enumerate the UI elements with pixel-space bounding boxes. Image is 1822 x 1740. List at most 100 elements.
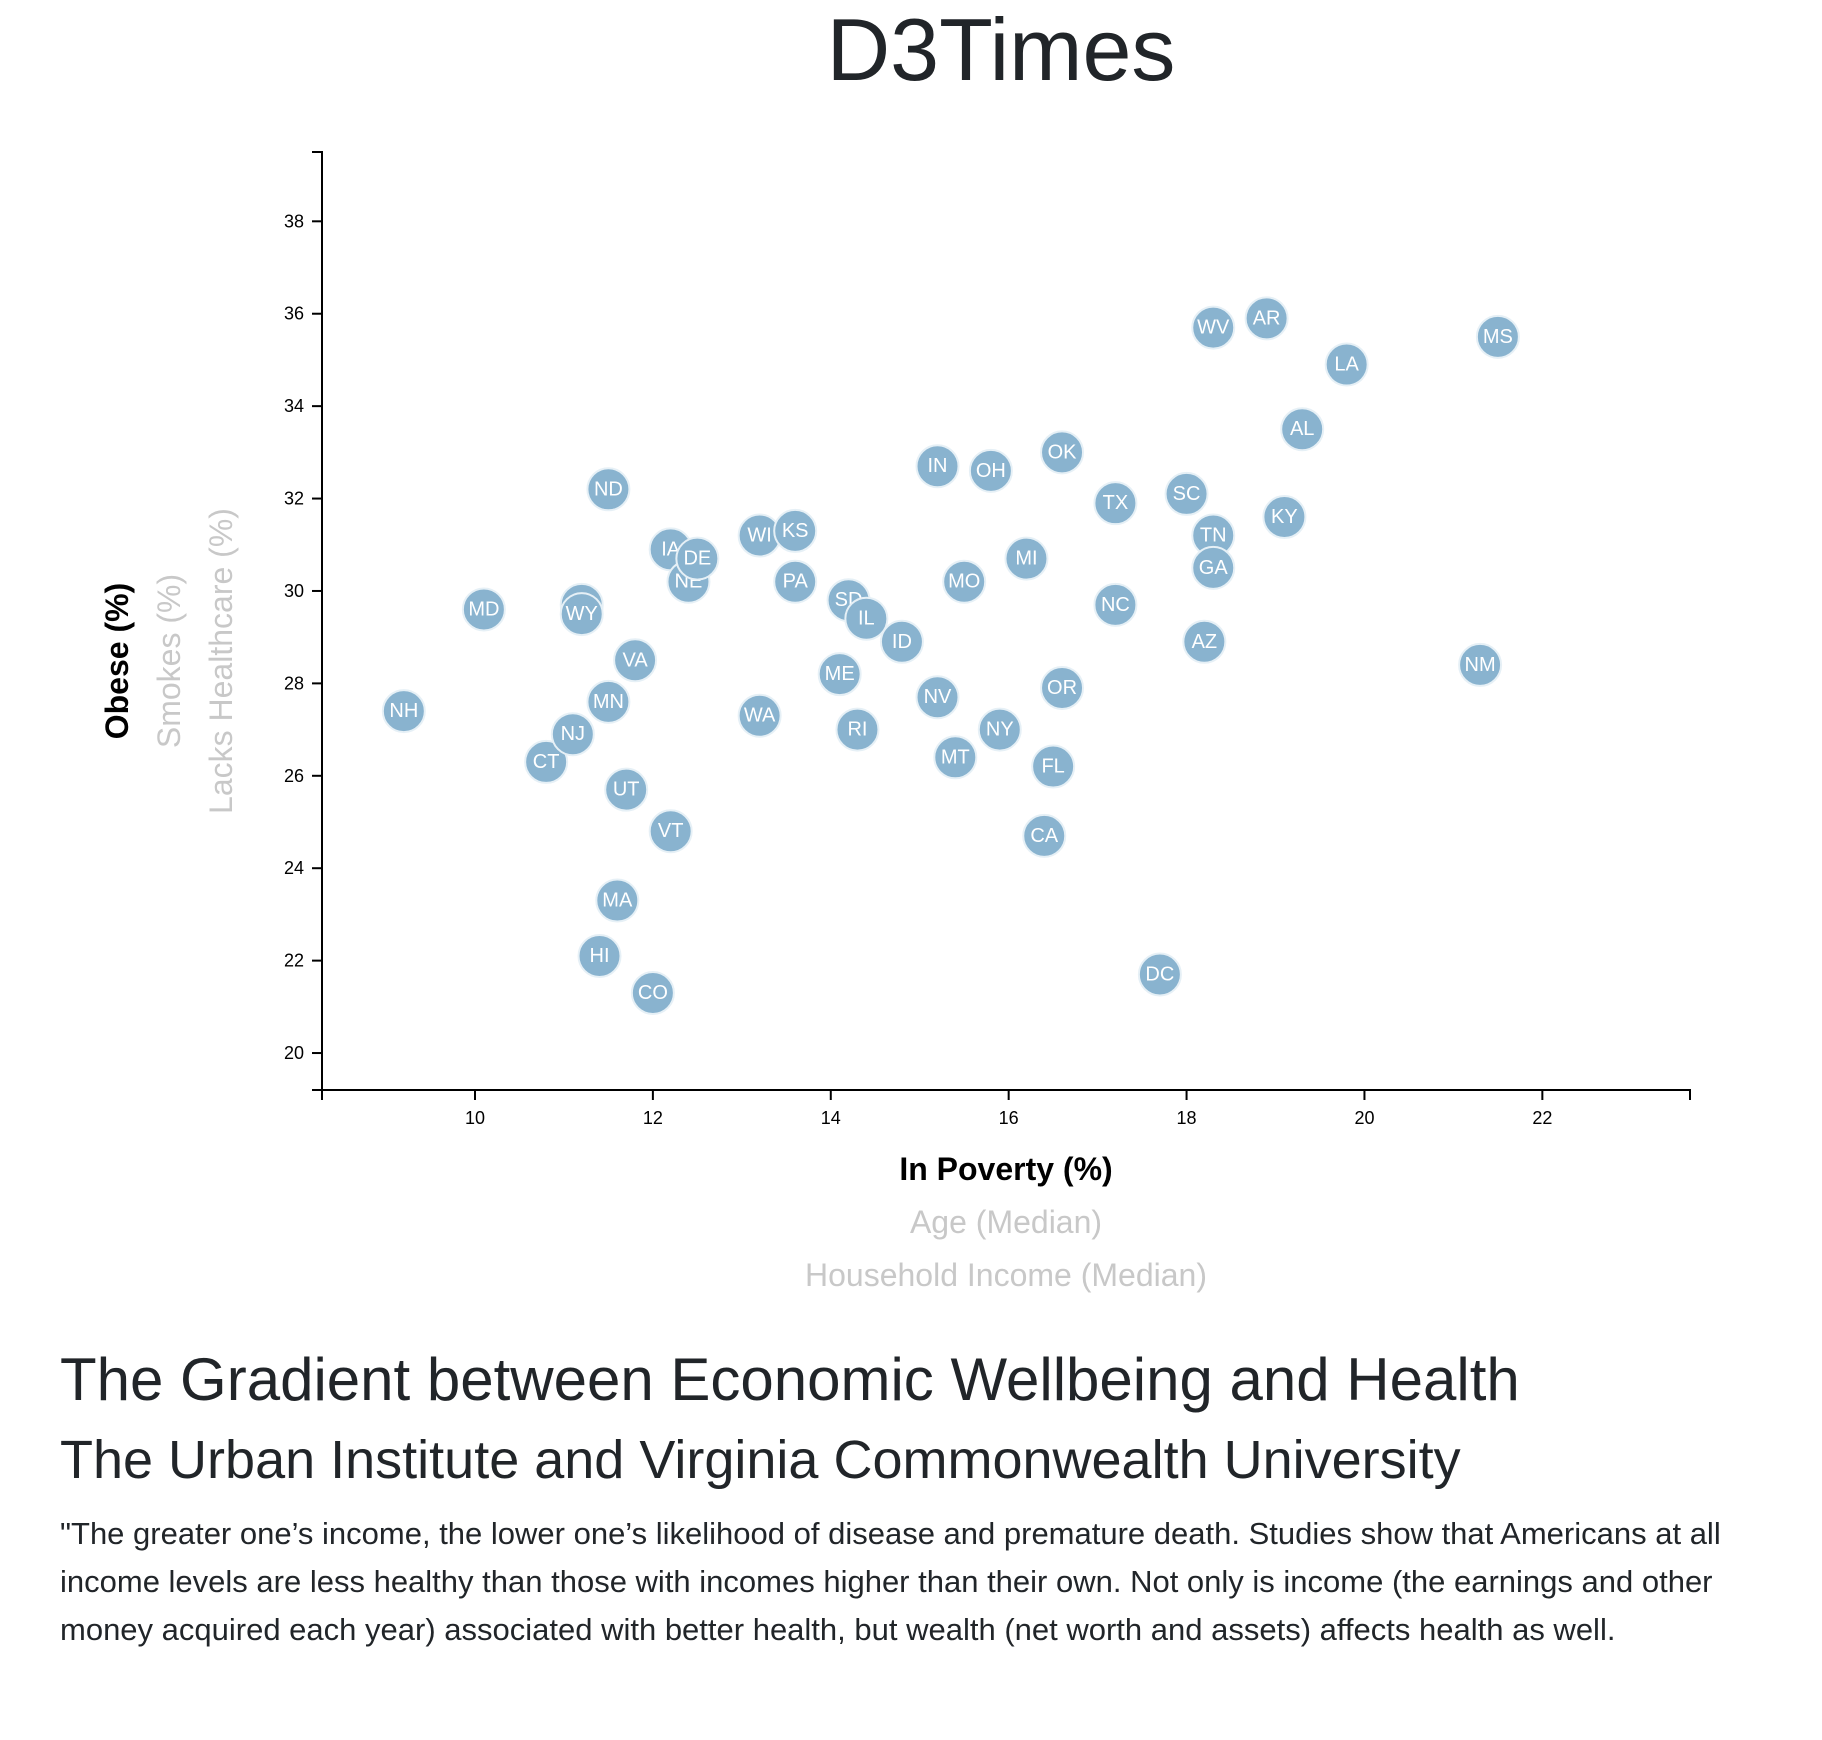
- state-point-or[interactable]: OR: [1040, 666, 1085, 710]
- state-point-dc[interactable]: DC: [1137, 952, 1182, 997]
- state-point-nj[interactable]: NJ: [550, 712, 595, 757]
- state-marker[interactable]: [524, 739, 569, 784]
- state-point-ky[interactable]: KY: [1262, 495, 1307, 540]
- state-marker[interactable]: [461, 587, 506, 632]
- state-marker[interactable]: [844, 596, 889, 641]
- state-point-ma[interactable]: MA: [595, 878, 640, 923]
- state-marker[interactable]: [1262, 495, 1307, 540]
- state-marker[interactable]: [1191, 305, 1236, 350]
- state-point-mo[interactable]: MO: [942, 559, 987, 604]
- state-point-va[interactable]: VA: [613, 638, 658, 683]
- state-marker[interactable]: [559, 592, 604, 637]
- state-point-mi[interactable]: MI: [1004, 536, 1049, 581]
- state-marker[interactable]: [1040, 666, 1085, 710]
- state-marker[interactable]: [977, 707, 1022, 752]
- state-point-hi[interactable]: HI: [577, 934, 622, 978]
- state-point-oh[interactable]: OH: [968, 448, 1013, 493]
- state-marker[interactable]: [550, 712, 595, 757]
- state-marker[interactable]: [604, 767, 649, 812]
- y-axis-option[interactable]: Smokes (%): [151, 574, 187, 748]
- state-marker[interactable]: [595, 878, 640, 923]
- state-point-ga[interactable]: GA: [1191, 545, 1236, 590]
- state-point-de[interactable]: DE: [675, 536, 720, 581]
- state-marker[interactable]: [773, 559, 818, 604]
- state-point-il[interactable]: IL: [844, 596, 889, 641]
- state-point-nh[interactable]: NH: [381, 689, 426, 734]
- state-marker[interactable]: [648, 809, 693, 854]
- state-point-az[interactable]: AZ: [1182, 619, 1227, 664]
- state-marker[interactable]: [586, 679, 631, 724]
- state-point-ut[interactable]: UT: [604, 767, 649, 812]
- state-marker[interactable]: [613, 638, 658, 683]
- state-marker[interactable]: [835, 707, 880, 752]
- state-point-me[interactable]: ME: [817, 652, 862, 697]
- state-point-ri[interactable]: RI: [835, 707, 880, 752]
- state-marker[interactable]: [1475, 314, 1520, 359]
- state-marker[interactable]: [933, 735, 978, 780]
- state-point-ms[interactable]: MS: [1475, 314, 1520, 359]
- scatter-chart: 10 12 14 16 18 20 22 20 22 24 26 28 30 32 34 36 38 NH MD…: [99, 151, 1691, 1293]
- state-point-tn[interactable]: TN: [1191, 513, 1236, 558]
- y-axis-option[interactable]: Lacks Healthcare (%): [203, 508, 239, 814]
- state-marker[interactable]: [1040, 430, 1085, 475]
- state-point-tx[interactable]: TX: [1093, 481, 1138, 526]
- state-marker[interactable]: [942, 559, 987, 604]
- state-marker[interactable]: [1004, 536, 1049, 581]
- state-marker[interactable]: [968, 448, 1013, 493]
- x-axis-option[interactable]: In Poverty (%): [899, 1151, 1112, 1187]
- state-point-la[interactable]: LA: [1324, 342, 1369, 387]
- state-marker[interactable]: [1093, 481, 1138, 526]
- state-marker[interactable]: [1280, 407, 1325, 452]
- state-marker[interactable]: [1182, 619, 1227, 664]
- state-point-mt[interactable]: MT: [933, 735, 978, 780]
- state-point-pa[interactable]: PA: [773, 559, 818, 604]
- state-point-nm[interactable]: NM: [1458, 642, 1503, 687]
- state-marker[interactable]: [630, 970, 675, 1015]
- state-point-in[interactable]: IN: [915, 444, 960, 489]
- state-marker[interactable]: [773, 508, 818, 553]
- x-axis-option[interactable]: Household Income (Median): [805, 1257, 1207, 1293]
- state-marker[interactable]: [586, 467, 631, 512]
- state-marker[interactable]: [817, 652, 862, 697]
- state-point-ny[interactable]: NY: [977, 707, 1022, 752]
- state-marker[interactable]: [675, 536, 720, 581]
- state-marker[interactable]: [1137, 952, 1182, 997]
- state-point-vt[interactable]: VT: [648, 809, 693, 854]
- state-point-wa[interactable]: WA: [737, 693, 782, 738]
- state-marker[interactable]: [1022, 813, 1067, 858]
- state-point-nv[interactable]: NV: [915, 675, 960, 720]
- state-marker[interactable]: [915, 444, 960, 489]
- state-marker[interactable]: [577, 934, 622, 978]
- state-point-ct[interactable]: CT: [524, 739, 569, 784]
- state-point-nc[interactable]: NC: [1093, 582, 1138, 627]
- state-point-md[interactable]: MD: [461, 587, 506, 632]
- state-marker[interactable]: [1191, 545, 1236, 590]
- x-axis-option[interactable]: Age (Median): [910, 1204, 1102, 1240]
- state-marker[interactable]: [1031, 744, 1076, 789]
- state-marker[interactable]: [1458, 642, 1503, 687]
- y-axis-option[interactable]: Obese (%): [99, 583, 135, 739]
- state-point-fl[interactable]: FL: [1031, 744, 1076, 789]
- state-point-ca[interactable]: CA: [1022, 813, 1067, 858]
- state-marker[interactable]: [737, 693, 782, 738]
- state-marker[interactable]: [1324, 342, 1369, 387]
- state-marker[interactable]: [381, 689, 426, 734]
- state-marker[interactable]: [915, 675, 960, 720]
- state-point-ks[interactable]: KS: [773, 508, 818, 553]
- state-marker[interactable]: [1164, 471, 1209, 516]
- state-abbr-label: MI: [1015, 548, 1037, 570]
- state-point-mn[interactable]: MN: [586, 679, 631, 724]
- state-point-wy[interactable]: WY: [559, 592, 604, 637]
- state-point-al[interactable]: AL: [1280, 407, 1325, 452]
- state-point-nd[interactable]: ND: [586, 467, 631, 512]
- state-marker[interactable]: [1093, 582, 1138, 627]
- state-marker[interactable]: [1244, 296, 1289, 341]
- state-abbr-label: KY: [1271, 506, 1298, 528]
- state-point-co[interactable]: CO: [630, 970, 675, 1015]
- state-point-id[interactable]: ID: [879, 619, 924, 664]
- state-point-sc[interactable]: SC: [1164, 471, 1209, 516]
- state-point-ar[interactable]: AR: [1244, 296, 1289, 341]
- state-point-wv[interactable]: WV: [1191, 305, 1236, 350]
- state-marker[interactable]: [879, 619, 924, 664]
- state-point-ok[interactable]: OK: [1040, 430, 1085, 475]
